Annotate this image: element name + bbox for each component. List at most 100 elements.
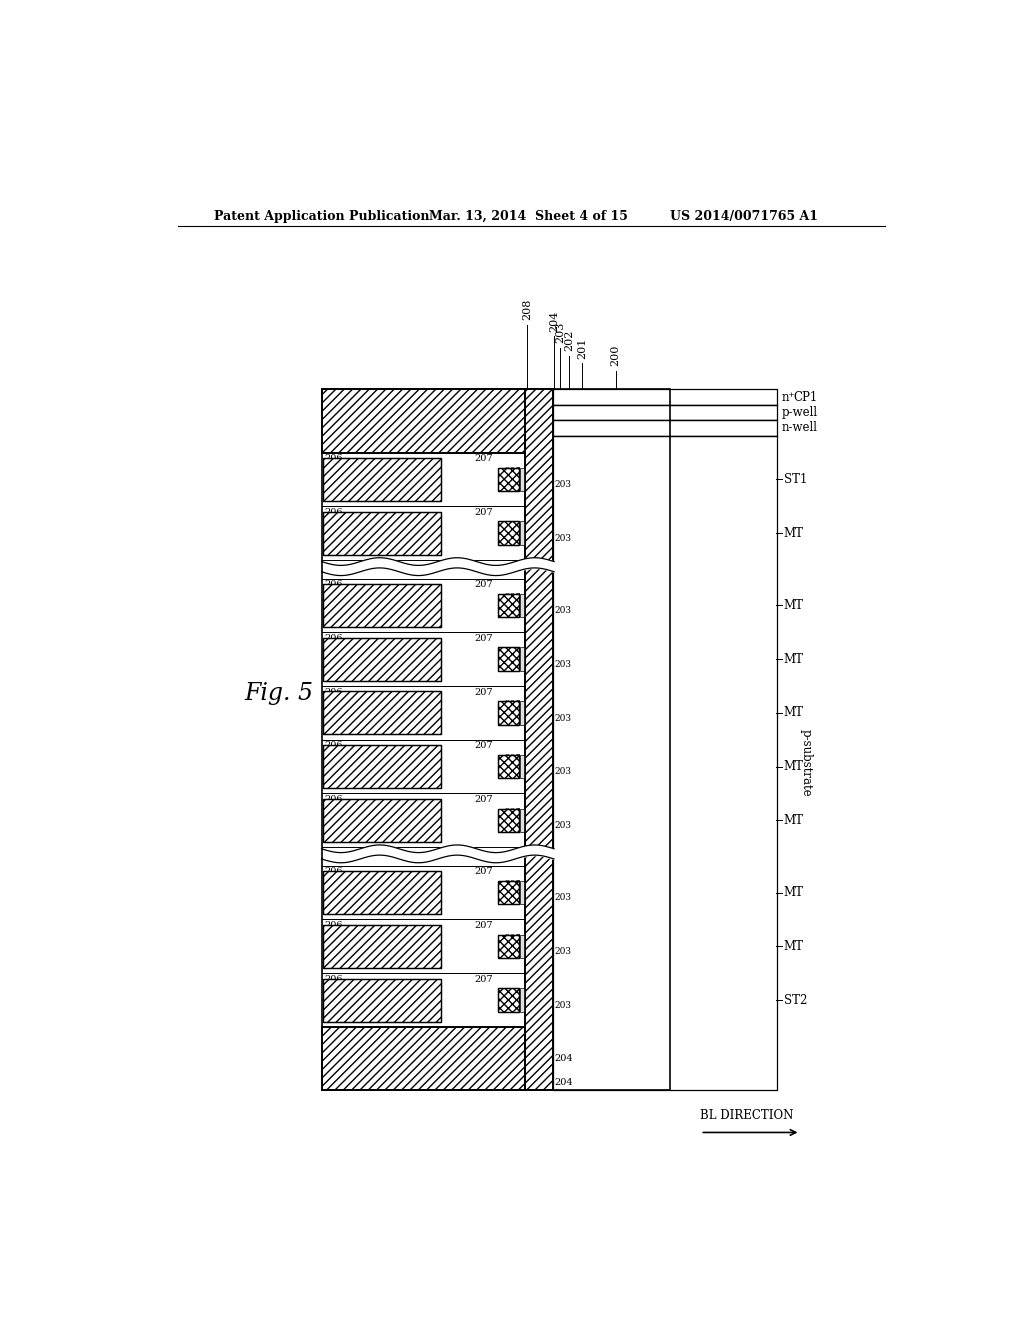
Text: 205: 205 — [505, 754, 521, 763]
Text: 203: 203 — [554, 606, 571, 615]
Text: 204: 204 — [549, 310, 559, 331]
Text: 202: 202 — [564, 330, 574, 351]
Bar — [323, 744, 441, 788]
Text: 205: 205 — [505, 987, 521, 997]
Bar — [323, 512, 441, 554]
Text: 200: 200 — [610, 345, 621, 367]
Text: MT: MT — [783, 760, 804, 774]
Bar — [323, 978, 441, 1022]
Bar — [498, 701, 519, 725]
Text: 206: 206 — [325, 742, 343, 750]
Bar — [323, 978, 441, 1022]
Text: 203: 203 — [554, 767, 571, 776]
Text: MT: MT — [783, 652, 804, 665]
Text: US 2014/0071765 A1: US 2014/0071765 A1 — [670, 210, 817, 223]
Bar — [323, 744, 441, 788]
Bar — [322, 389, 524, 453]
Text: 203: 203 — [554, 1001, 571, 1010]
Text: 205: 205 — [505, 880, 521, 890]
Bar — [498, 467, 519, 491]
Text: 208: 208 — [325, 1028, 343, 1038]
Text: 207: 207 — [475, 454, 494, 463]
Bar — [498, 521, 519, 545]
Text: 207: 207 — [475, 634, 494, 643]
Text: BL DIRECTION: BL DIRECTION — [700, 1109, 794, 1122]
Bar — [323, 925, 441, 968]
Bar — [498, 935, 519, 958]
Text: 205: 205 — [505, 520, 521, 529]
Text: 207: 207 — [475, 579, 494, 589]
Text: 205: 205 — [505, 647, 521, 656]
Bar — [553, 389, 777, 405]
Bar — [498, 467, 519, 491]
Bar — [498, 755, 519, 779]
Text: 207: 207 — [475, 795, 494, 804]
Bar — [498, 880, 519, 904]
Text: 203: 203 — [554, 894, 571, 903]
Bar — [520, 521, 525, 545]
Text: Patent Application Publication: Patent Application Publication — [214, 210, 429, 223]
Text: 206: 206 — [325, 454, 343, 463]
Bar — [323, 799, 441, 842]
Bar — [553, 420, 777, 436]
Bar — [323, 692, 441, 734]
Text: MT: MT — [783, 814, 804, 826]
Bar — [524, 389, 553, 1090]
Bar — [322, 1027, 524, 1090]
Bar — [520, 647, 525, 671]
Text: 207: 207 — [475, 742, 494, 750]
Bar — [498, 647, 519, 671]
Text: 207: 207 — [475, 921, 494, 931]
Bar — [553, 436, 777, 1090]
Text: 205: 205 — [505, 593, 521, 602]
Bar — [498, 989, 519, 1012]
Bar — [498, 594, 519, 618]
Text: 203: 203 — [554, 714, 571, 723]
Text: MT: MT — [783, 706, 804, 719]
Text: CP1: CP1 — [794, 391, 818, 404]
Bar — [323, 458, 441, 500]
Bar — [498, 647, 519, 671]
Text: p-well: p-well — [781, 407, 817, 418]
Text: n⁺: n⁺ — [781, 391, 795, 404]
Bar — [498, 521, 519, 545]
Text: p-substrate: p-substrate — [800, 729, 813, 797]
Bar — [322, 389, 524, 453]
Bar — [498, 809, 519, 832]
Text: Mar. 13, 2014  Sheet 4 of 15: Mar. 13, 2014 Sheet 4 of 15 — [429, 210, 628, 223]
Text: 205: 205 — [505, 701, 521, 709]
Text: Fig. 5: Fig. 5 — [245, 682, 313, 705]
Bar — [498, 989, 519, 1012]
Bar — [498, 880, 519, 904]
Bar — [323, 458, 441, 500]
Text: MT: MT — [783, 886, 804, 899]
Text: 206: 206 — [325, 508, 343, 517]
Text: 207: 207 — [475, 508, 494, 517]
Bar — [520, 755, 525, 779]
Text: MT: MT — [783, 527, 804, 540]
Text: ST1: ST1 — [783, 473, 807, 486]
Text: 204: 204 — [554, 1078, 572, 1086]
Bar — [323, 925, 441, 968]
Text: 203: 203 — [554, 821, 571, 830]
Text: 203: 203 — [554, 948, 571, 956]
Text: 203: 203 — [555, 322, 565, 343]
Text: ST2: ST2 — [783, 994, 807, 1007]
Text: 206: 206 — [325, 579, 343, 589]
Text: 203: 203 — [554, 535, 571, 543]
Bar — [520, 935, 525, 958]
Bar — [553, 405, 777, 420]
Bar — [323, 638, 441, 681]
Text: 206: 206 — [325, 974, 343, 983]
Bar — [323, 871, 441, 913]
Bar — [498, 755, 519, 779]
Bar — [323, 583, 441, 627]
Text: 206: 206 — [325, 867, 343, 876]
Text: CP: CP — [379, 1052, 396, 1065]
Text: 203: 203 — [554, 480, 571, 490]
Bar — [322, 1027, 524, 1090]
Text: 201: 201 — [577, 337, 587, 359]
Bar — [524, 389, 553, 1090]
Text: 204: 204 — [554, 1055, 572, 1063]
Text: 206: 206 — [325, 688, 343, 697]
